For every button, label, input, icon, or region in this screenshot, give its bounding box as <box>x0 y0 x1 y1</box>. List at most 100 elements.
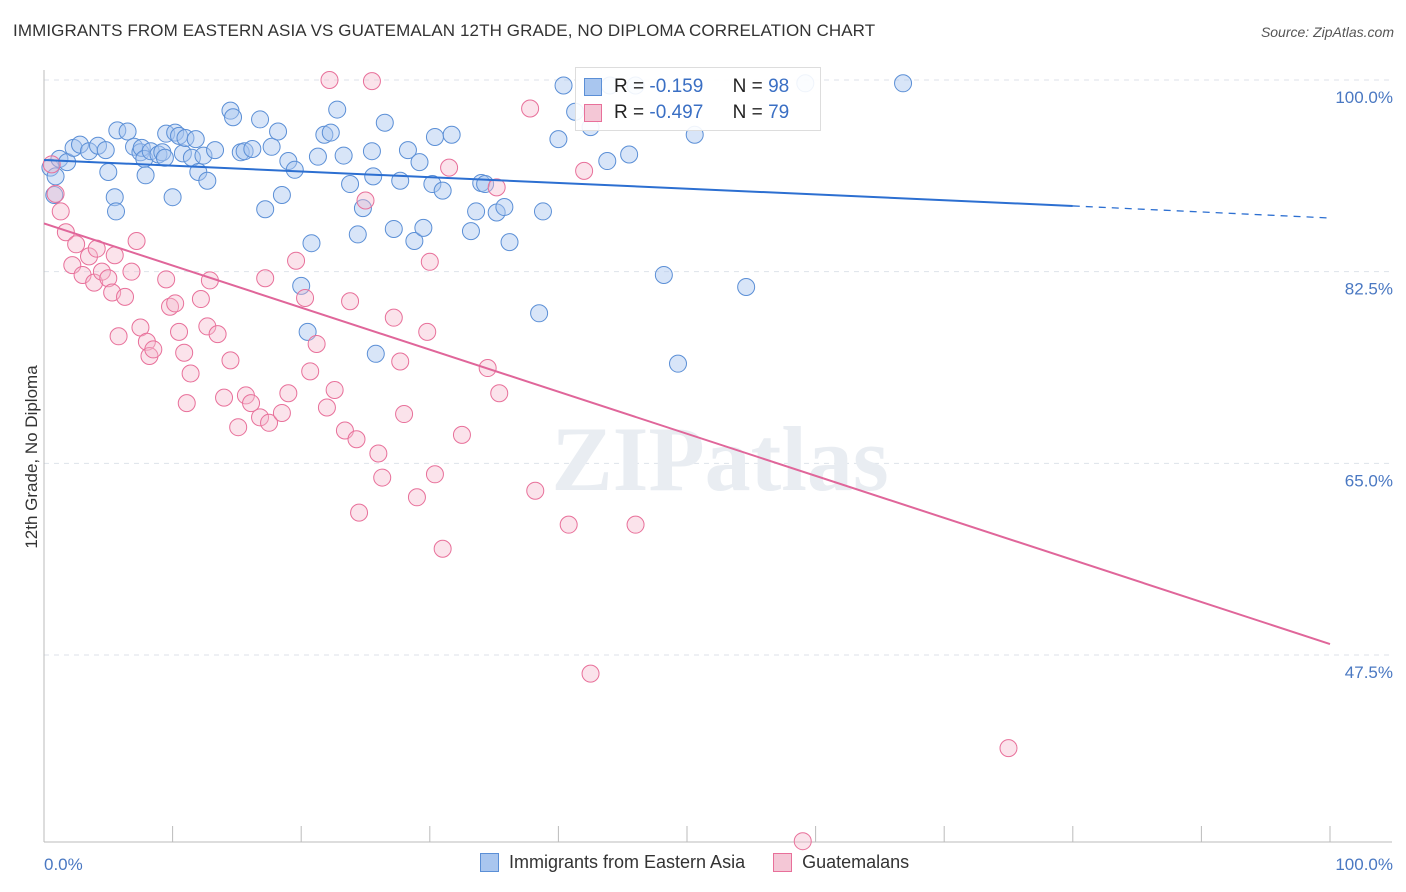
data-point <box>369 444 388 463</box>
legend-n-label: N = <box>732 76 763 97</box>
data-point <box>260 413 279 432</box>
data-point <box>92 262 111 281</box>
data-point <box>425 127 444 146</box>
data-point <box>67 235 86 254</box>
data-point <box>175 343 194 362</box>
data-point <box>224 108 243 127</box>
y-axis-label: 12th Grade, No Diploma <box>22 365 41 549</box>
chart-title: IMMIGRANTS FROM EASTERN ASIA VS GUATEMAL… <box>13 21 876 40</box>
data-point <box>530 304 549 323</box>
data-point <box>116 287 135 306</box>
data-point <box>198 171 217 190</box>
data-point <box>350 503 369 522</box>
data-point <box>490 384 509 403</box>
data-point <box>296 288 315 307</box>
data-point <box>487 178 506 197</box>
data-point <box>157 270 176 289</box>
x-tick-label: 0.0% <box>44 855 83 874</box>
data-point <box>533 202 552 221</box>
data-point <box>375 113 394 132</box>
stats-legend: R = -0.159 N = 98 R = -0.497 N = 79 <box>575 67 821 131</box>
legend-swatch-pink <box>773 853 793 872</box>
data-point <box>80 247 99 266</box>
data-point <box>191 290 210 309</box>
data-point <box>163 188 182 207</box>
legend-row-eastern-asia: R = -0.159 N = 98 <box>584 75 789 99</box>
data-point <box>598 152 617 171</box>
data-point <box>144 340 163 359</box>
data-point <box>452 425 471 444</box>
data-point <box>341 175 360 194</box>
data-point <box>626 515 645 534</box>
data-point <box>442 125 461 144</box>
axes <box>43 70 1392 843</box>
data-point <box>407 488 426 507</box>
data-point <box>334 146 353 165</box>
data-point <box>122 262 141 281</box>
data-point <box>440 158 459 177</box>
data-point <box>423 175 442 194</box>
series-legend: Immigrants from Eastern Asia Guatemalans <box>480 852 937 873</box>
data-point <box>384 308 403 327</box>
data-point <box>414 218 433 237</box>
data-point <box>262 137 281 156</box>
legend-r-label: R = <box>614 102 645 123</box>
data-point <box>410 153 429 172</box>
data-point <box>495 198 514 217</box>
data-point <box>654 265 673 284</box>
data-point <box>461 222 480 241</box>
data-point <box>269 122 288 141</box>
data-point <box>298 322 317 341</box>
legend-r-value: -0.159 <box>649 76 704 97</box>
data-point <box>136 166 155 185</box>
data-point <box>107 202 126 221</box>
legend-item-guatemalans: Guatemalans <box>773 852 909 873</box>
legend-n-label: N = <box>732 102 763 123</box>
legend-n-value: 79 <box>768 102 790 123</box>
data-point <box>521 99 540 118</box>
legend-r-value: -0.497 <box>649 102 704 123</box>
data-point <box>325 380 344 399</box>
data-point <box>418 322 437 341</box>
data-point <box>251 110 270 129</box>
data-point <box>398 141 417 160</box>
data-point <box>575 161 594 180</box>
data-point <box>384 219 403 238</box>
data-point <box>307 334 326 353</box>
data-point <box>161 297 180 316</box>
legend-label-eastern-asia: Immigrants from Eastern Asia <box>509 852 746 872</box>
data-point <box>500 233 519 252</box>
data-point <box>279 384 298 403</box>
data-point <box>328 100 347 119</box>
grid-lines <box>44 79 1392 656</box>
data-point <box>118 122 137 141</box>
data-point <box>42 155 61 174</box>
data-point <box>581 664 600 683</box>
legend-swatch-pink <box>584 104 602 122</box>
data-point <box>894 74 913 93</box>
data-point <box>366 344 385 363</box>
data-point <box>251 408 270 427</box>
legend-row-guatemalans: R = -0.497 N = 79 <box>584 101 789 125</box>
data-point <box>272 186 291 204</box>
data-point <box>166 294 185 313</box>
data-point <box>362 72 381 91</box>
data-point <box>99 269 118 288</box>
data-point <box>46 167 65 186</box>
data-point <box>425 465 444 484</box>
data-point <box>315 125 334 144</box>
trend-line-eastern-asia-extension <box>1072 205 1331 219</box>
data-point <box>177 394 196 413</box>
data-point <box>356 191 375 210</box>
data-point <box>395 405 414 424</box>
data-point <box>215 388 234 407</box>
legend-label-guatemalans: Guatemalans <box>802 852 910 872</box>
data-point <box>347 430 366 449</box>
data-point <box>526 481 545 500</box>
data-point <box>341 292 360 311</box>
data-point <box>206 141 225 160</box>
data-point <box>256 269 275 288</box>
data-point <box>105 188 124 207</box>
data-point <box>999 739 1018 758</box>
data-point <box>173 144 192 163</box>
